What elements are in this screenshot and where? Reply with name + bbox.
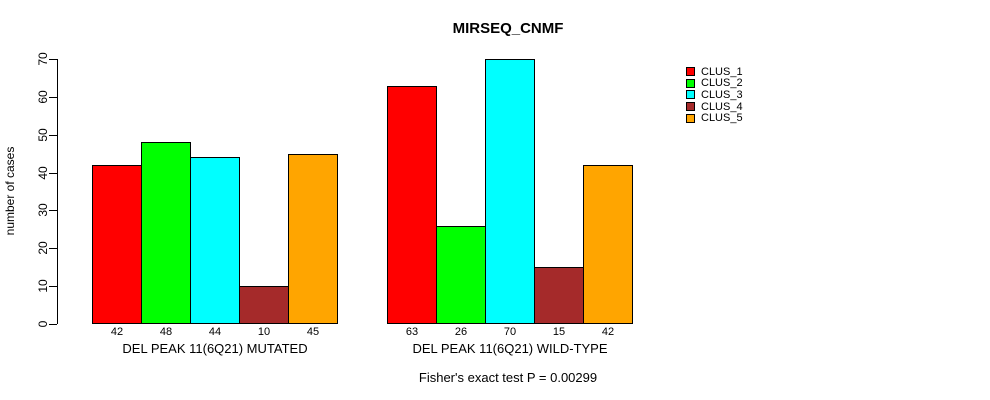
bar-value-label: 26 — [454, 326, 468, 338]
y-tick — [49, 324, 57, 325]
legend-label: CLUS_3 — [701, 88, 743, 101]
y-axis — [57, 59, 58, 324]
legend-label: CLUS_2 — [701, 77, 743, 90]
legend: CLUS_1 CLUS_2 CLUS_3 CLUS_4 CLUS_5 — [686, 66, 743, 124]
y-tick — [49, 96, 57, 98]
y-tick — [49, 134, 57, 136]
legend-item: CLUS_5 — [686, 112, 743, 124]
bar-value-label: 42 — [601, 326, 615, 338]
y-tick-label: 50 — [36, 128, 50, 142]
y-tick-label: 60 — [36, 90, 50, 104]
fisher-test-annotation: Fisher's exact test P = 0.00299 — [418, 370, 598, 385]
legend-swatch — [686, 102, 695, 112]
y-tick — [49, 59, 57, 60]
legend-item: CLUS_1 — [686, 66, 743, 78]
bar-clus_1-group2 — [387, 85, 437, 324]
bar-clus_5-group2 — [583, 165, 633, 324]
legend-swatch — [686, 78, 695, 88]
legend-label: CLUS_5 — [701, 112, 743, 125]
legend-label: CLUS_4 — [701, 100, 743, 113]
bar-clus_3-group2 — [485, 59, 535, 324]
bar-value-label: 48 — [159, 326, 173, 338]
y-tick-label: 10 — [36, 279, 50, 293]
legend-swatch — [686, 113, 695, 123]
bar-clus_5-group1 — [288, 153, 338, 324]
bar-clus_4-group2 — [534, 267, 584, 324]
legend-item: CLUS_3 — [686, 89, 743, 101]
y-tick — [49, 286, 57, 288]
bar-clus_4-group1 — [239, 286, 289, 324]
y-axis-label: number of cases — [3, 146, 17, 236]
bar-value-label: 70 — [503, 326, 517, 338]
y-tick-label: 20 — [36, 241, 50, 255]
bar-value-label: 44 — [208, 326, 222, 338]
y-tick-label: 40 — [36, 165, 50, 180]
chart-title: MIRSEQ_CNMF — [452, 20, 564, 37]
y-tick — [49, 210, 57, 212]
bar-clus_2-group2 — [436, 225, 486, 324]
bar-value-label: 45 — [306, 326, 320, 338]
bar-clus_1-group1 — [92, 165, 142, 324]
y-tick — [49, 172, 57, 174]
legend-swatch — [686, 67, 695, 77]
legend-item: CLUS_2 — [686, 77, 743, 90]
bar-value-label: 42 — [110, 326, 124, 338]
y-tick-label: 0 — [36, 320, 50, 328]
legend-swatch — [686, 90, 695, 100]
bar-clus_3-group1 — [190, 157, 240, 324]
bar-clus_2-group1 — [141, 142, 191, 324]
bar-value-label: 63 — [405, 326, 419, 338]
bar-value-label: 15 — [552, 326, 566, 338]
y-tick-label: 30 — [36, 203, 50, 218]
x-group-label-mutated: DEL PEAK 11(6Q21) MUTATED — [122, 341, 308, 356]
legend-item: CLUS_4 — [686, 101, 743, 113]
legend-label: CLUS_1 — [701, 65, 743, 78]
bar-value-label: 10 — [257, 326, 271, 338]
y-tick — [49, 248, 57, 250]
y-tick-label: 70 — [36, 52, 50, 66]
x-group-label-wild-type: DEL PEAK 11(6Q21) WILD-TYPE — [412, 341, 608, 356]
